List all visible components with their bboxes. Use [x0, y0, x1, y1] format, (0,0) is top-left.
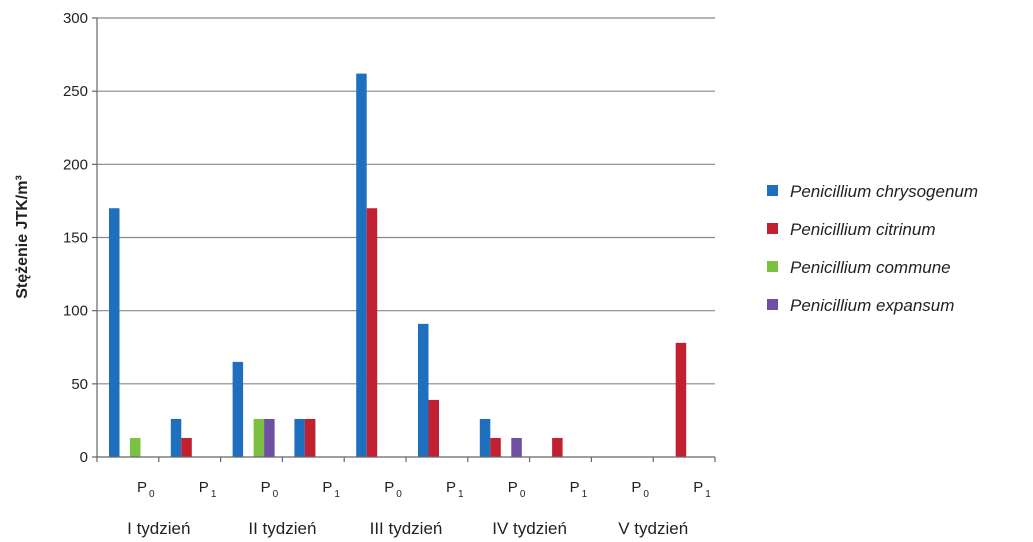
legend-label: Penicillium citrinum	[790, 220, 935, 239]
y-tick-label: 250	[63, 83, 88, 100]
phase-subscript: 1	[334, 489, 340, 500]
phase-letter: P	[137, 479, 147, 496]
bar-2-2	[253, 418, 265, 457]
phase-letter: P	[693, 479, 703, 496]
legend-label: Penicillium commune	[790, 258, 951, 277]
phase-letter: P	[322, 479, 332, 496]
phase-letter: P	[199, 479, 209, 496]
bar-3-2	[264, 418, 275, 457]
legend-swatch	[767, 223, 778, 234]
bar-0-0	[109, 208, 120, 457]
legend-label: Penicillium expansum	[790, 296, 954, 315]
y-tick-labels: 0 50 100 150 200 250 300	[63, 10, 88, 466]
week-label: II tydzień	[248, 519, 316, 538]
phase-letter: P	[570, 479, 580, 496]
phase-letter: P	[384, 479, 394, 496]
phase-subscript: 1	[458, 489, 464, 500]
bar-0-6	[479, 418, 491, 457]
bar-0-1	[170, 418, 182, 457]
bar-1-4	[366, 208, 378, 457]
phase-letter: P	[446, 479, 456, 496]
week-label: V tydzień	[618, 519, 688, 538]
phase-subscript: 0	[643, 489, 649, 500]
bar-2-0	[130, 437, 141, 457]
bar-1-1	[181, 437, 192, 457]
y-tick-label: 300	[63, 10, 88, 27]
phase-letter: P	[631, 479, 641, 496]
bar-1-9	[675, 342, 687, 457]
y-tick-label: 150	[63, 230, 88, 247]
legend-swatch	[767, 185, 778, 196]
phase-subscript: 1	[582, 489, 588, 500]
bar-1-7	[552, 437, 563, 457]
y-tick-label: 200	[63, 156, 88, 173]
phase-letter: P	[261, 479, 271, 496]
week-label: IV tydzień	[492, 519, 567, 538]
phase-subscript: 0	[273, 489, 279, 500]
bar-1-3	[304, 418, 316, 457]
bars	[109, 73, 687, 458]
y-tick-label: 100	[63, 303, 88, 320]
phase-subscript: 0	[396, 489, 402, 500]
phase-subscript: 1	[211, 489, 217, 500]
bar-1-6	[490, 437, 501, 457]
legend-label: Penicillium chrysogenum	[790, 182, 978, 201]
axes	[92, 17, 716, 462]
bar-3-6	[511, 437, 522, 457]
y-axis-label: Stężenie JTK/m³	[14, 175, 31, 299]
legend: Penicillium chrysogenum Penicillium citri…	[767, 182, 978, 315]
bar-0-2	[232, 361, 244, 457]
week-label: III tydzień	[370, 519, 443, 538]
week-label: I tydzień	[127, 519, 190, 538]
bar-0-5	[418, 323, 429, 457]
y-tick-label: 50	[71, 376, 88, 393]
grid	[97, 17, 715, 385]
bar-0-4	[356, 73, 367, 458]
x-labels: P 0 P 1 P 0 P 1 P 0 P 1 P 0 P 1 P 0 P 1I tydzień II tydzień I…	[127, 479, 711, 538]
phase-subscript: 0	[149, 489, 155, 500]
phase-subscript: 1	[705, 489, 711, 500]
bar-1-5	[428, 399, 439, 457]
bar-0-3	[294, 418, 305, 457]
phase-letter: P	[508, 479, 518, 496]
legend-swatch	[767, 261, 778, 272]
phase-subscript: 0	[520, 489, 526, 500]
y-tick-label: 0	[80, 449, 88, 466]
legend-swatch	[767, 299, 778, 310]
